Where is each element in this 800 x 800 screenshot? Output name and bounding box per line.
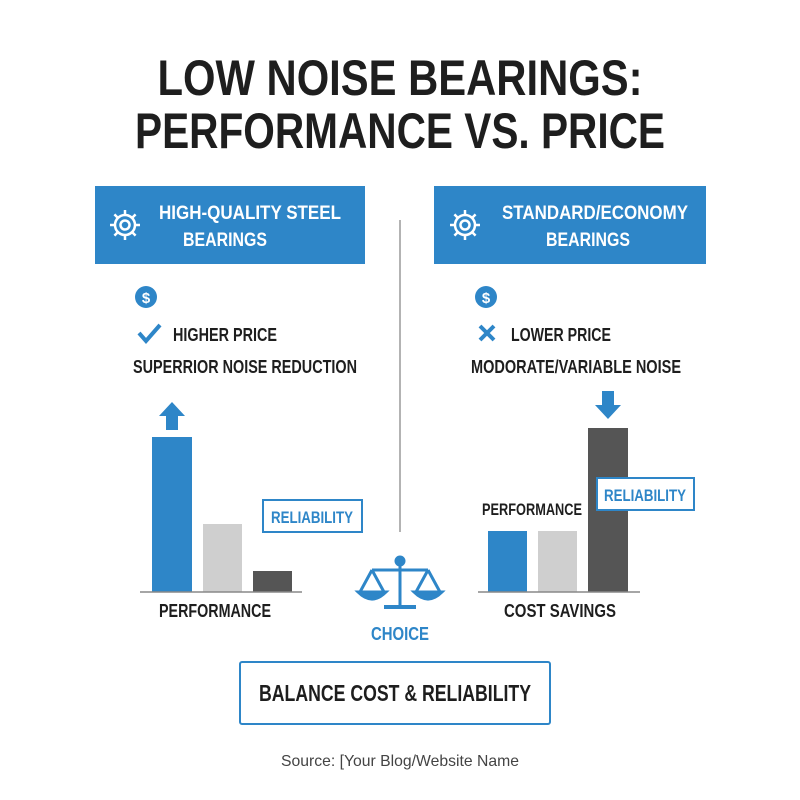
bar: [538, 531, 577, 592]
badge: RELIABILITY: [604, 486, 687, 505]
check-icon: [137, 323, 162, 345]
axis-label: COST SAVINGS: [504, 601, 616, 621]
center-label: CHOICE: [371, 624, 429, 644]
title-line: PERFORMANCE VS. PRICE: [135, 103, 665, 159]
bar: [152, 437, 192, 592]
bar: [488, 531, 527, 592]
badge: RELIABILITY: [271, 508, 354, 527]
left-header: HIGH-QUALITY STEEL: [159, 203, 341, 224]
left-price: HIGHER PRICE: [173, 325, 277, 345]
cross-icon: [478, 324, 496, 342]
right-header: BEARINGS: [546, 230, 630, 251]
price-icon: [475, 286, 497, 308]
right-noise: MODORATE/VARIABLE NOISE: [471, 357, 681, 377]
footer-box: [239, 661, 551, 725]
price-icon-symbol: $: [482, 290, 491, 307]
bar: [203, 524, 242, 592]
scale-icon: [354, 555, 446, 609]
source: Source: [Your Blog/Website Name: [281, 753, 519, 770]
footer-text: BALANCE COST & RELIABILITY: [259, 680, 531, 706]
axis-label: PERFORMANCE: [159, 601, 271, 621]
badge-box: [596, 477, 695, 511]
price-icon-symbol: $: [142, 290, 151, 307]
bar: [253, 571, 292, 592]
left-header: BEARINGS: [183, 230, 267, 251]
bar-label: PERFORMANCE: [482, 500, 582, 519]
up-arrow: [159, 402, 185, 430]
price-icon: [135, 286, 157, 308]
gear-icon: [450, 210, 480, 240]
down-arrow: [595, 391, 621, 419]
gear-icon: [110, 210, 140, 240]
badge-box: [262, 499, 363, 533]
right-price: LOWER PRICE: [511, 325, 611, 345]
right-header: STANDARD/ECONOMY: [502, 203, 688, 224]
title-line: LOW NOISE BEARINGS:: [158, 50, 643, 106]
left-noise: SUPERRIOR NOISE REDUCTION: [133, 357, 357, 377]
